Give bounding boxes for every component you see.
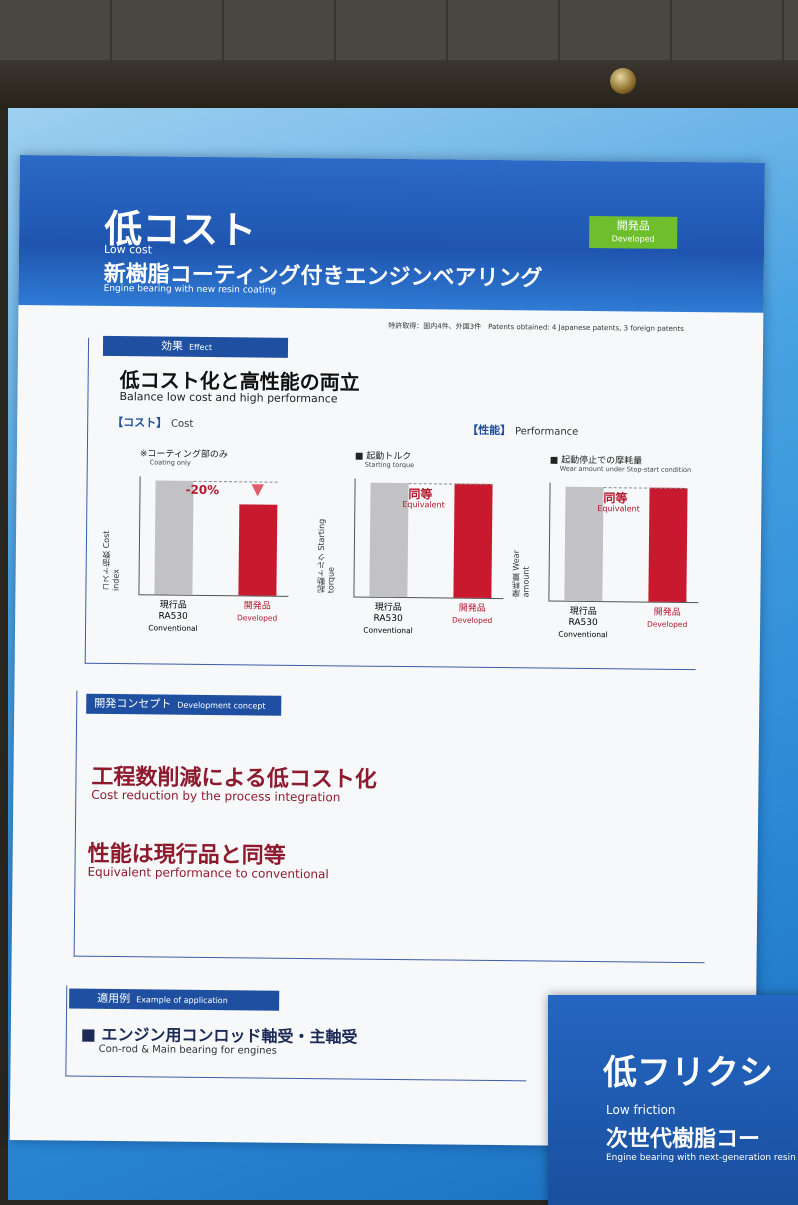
- effect-bar-label-en: Effect: [188, 342, 213, 353]
- poster-subtitle-en: Engine bearing with new resin coating: [103, 283, 277, 296]
- poster-title-en: Low cost: [103, 242, 153, 257]
- category-model: RA530: [158, 611, 188, 622]
- cost-label-jp: 【コスト】: [112, 415, 168, 430]
- badge-label-en: Developed: [611, 234, 655, 244]
- concept-bar: 開発コンセプト Development concept: [86, 693, 282, 716]
- concept-bar-label: 開発コンセプト: [94, 696, 172, 711]
- performance-label: 【性能】 Performance: [467, 422, 578, 439]
- category-model: RA530: [373, 613, 403, 625]
- chart-subtitle: Starting torque: [364, 460, 415, 470]
- poster-header: 低コスト Low cost 新樹脂コーティング付きエンジンベアリング Engin…: [18, 155, 765, 313]
- bar: [453, 483, 493, 598]
- y-axis-line: [138, 476, 141, 595]
- category-en: Developed: [451, 615, 493, 625]
- badge-label: 開発品: [616, 219, 650, 233]
- bar: [648, 487, 688, 603]
- application-bar-label-en: Example of application: [136, 995, 228, 1006]
- mounting-bolt: [610, 68, 636, 94]
- second-poster-title: 低フリクシ: [603, 1053, 773, 1093]
- category-jp: 開発品: [243, 601, 271, 612]
- down-arrow-icon: ▼: [251, 479, 264, 499]
- category-label: 現行品 RA530 Conventional: [349, 602, 427, 636]
- performance-label-en: Performance: [514, 426, 579, 438]
- application-item-en: Con-rod & Main bearing for engines: [98, 1043, 277, 1057]
- y-axis-line: [548, 482, 551, 601]
- performance-label-jp: 【性能】: [467, 423, 512, 438]
- cost-label-en: Cost: [170, 418, 194, 430]
- y-axis-label: コスト指数 Cost index: [101, 530, 121, 592]
- application-bar-label: 適用例: [97, 991, 131, 1006]
- equivalent-annotation-en: Equivalent: [402, 500, 445, 510]
- category-en: Conventional: [148, 623, 198, 633]
- chart-subtitle: Coating only: [149, 458, 191, 467]
- effect-bar: 効果 Effect: [102, 335, 289, 358]
- concept-point-1-en: Cost reduction by the process integratio…: [91, 787, 341, 805]
- equivalent-annotation-en: Equivalent: [597, 504, 640, 514]
- category-jp: 開発品: [458, 603, 486, 614]
- second-poster-subtitle-en: Engine bearing with next-generation resi…: [606, 1153, 796, 1163]
- category-model: RA530: [568, 617, 598, 629]
- bar: [238, 504, 278, 596]
- y-axis-label: 起動トルク Starting torque: [316, 518, 336, 594]
- cost-label: 【コスト】 Cost: [112, 414, 193, 431]
- category-label: 現行品 RA530 Conventional: [544, 607, 622, 641]
- category-label: 開発品 Developed: [628, 607, 706, 630]
- category-label: 開発品 Developed: [218, 601, 296, 624]
- category-en: Developed: [236, 613, 278, 623]
- concept-bar-label-en: Development concept: [177, 700, 266, 711]
- bar: [154, 480, 194, 595]
- reduction-annotation: -20%: [185, 482, 220, 498]
- torque-chart: ■ 起動トルク Starting torque 起動トルク Starting tor…: [315, 448, 507, 650]
- ceiling-grid: [0, 0, 798, 63]
- category-label: 現行品 RA530 Conventional: [134, 600, 212, 634]
- cost-chart: ※コーティング部のみ Coating only コスト指数 Cost index 現行…: [100, 446, 292, 648]
- y-axis-label: 摩耗量 Wear amount: [511, 550, 531, 598]
- application-bar: 適用例 Example of application: [69, 988, 280, 1011]
- second-poster: 低フリクシ Low friction 次世代樹脂コー Engine bearin…: [548, 995, 798, 1205]
- second-poster-subtitle: 次世代樹脂コー: [606, 1127, 761, 1152]
- category-jp: 開発品: [653, 607, 681, 618]
- concept-section: [73, 690, 708, 964]
- chart-subtitle: Wear amount under Stop-start condition: [559, 464, 692, 475]
- effect-bar-label: 効果: [160, 339, 184, 353]
- category-jp: 現行品: [374, 602, 402, 614]
- developed-badge: 開発品 Developed: [589, 215, 678, 249]
- category-en: Conventional: [363, 625, 413, 636]
- second-poster-title-en: Low friction: [606, 1103, 676, 1117]
- concept-point-2-en: Equivalent performance to conventional: [87, 864, 329, 882]
- wall-beam: [0, 60, 798, 110]
- category-jp: 現行品: [159, 600, 187, 611]
- patents-note: 特許取得：国内4件、外国3件 Patents obtained: 4 Japan…: [388, 321, 684, 333]
- y-axis-line: [353, 478, 356, 597]
- category-jp: 現行品: [569, 606, 597, 618]
- effect-headline-en: Balance low cost and high performance: [119, 390, 338, 406]
- category-en: Conventional: [558, 629, 608, 640]
- wear-chart: ■ 起動停止での摩耗量 Wear amount under Stop-start …: [510, 452, 702, 654]
- category-label: 開発品 Developed: [433, 603, 511, 626]
- category-en: Developed: [646, 619, 688, 630]
